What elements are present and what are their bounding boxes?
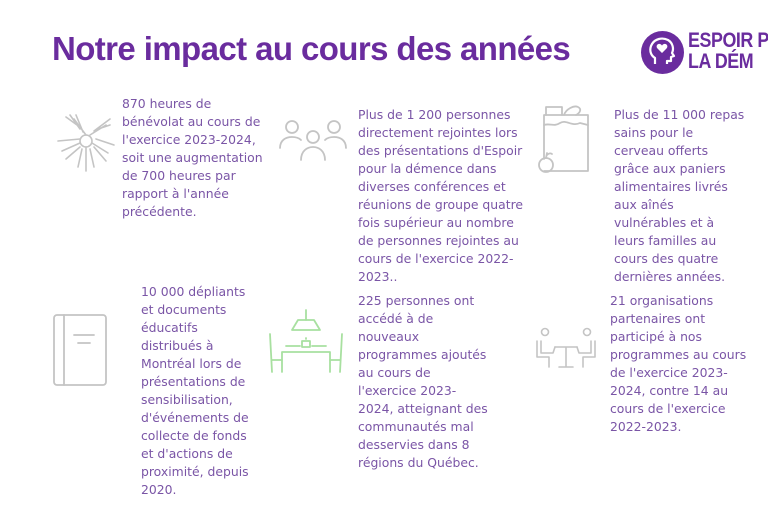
book-icon xyxy=(52,313,108,391)
stat-line: éducatifs xyxy=(141,320,198,335)
stat-line: aux aînés xyxy=(614,197,674,212)
logo-line-1: ESPOIR P xyxy=(688,29,768,52)
stat-line: 2024, atteignant des xyxy=(358,401,488,416)
stat-line: partenaires ont xyxy=(610,311,706,326)
stat-line: de l'exercice 2023- xyxy=(610,365,728,380)
stat-partners: 21 organisations partenaires ont partici… xyxy=(610,292,760,436)
stat-line: 2023.. xyxy=(358,269,398,284)
stat-line: dernières années. xyxy=(614,269,726,284)
stat-people-reached: Plus de 1 200 personnes directement rejo… xyxy=(358,106,528,286)
stat-line: Plus de 1 200 personnes xyxy=(358,107,511,122)
stat-line: fois supérieur au nombre xyxy=(358,215,514,230)
page-title: Notre impact au cours des années xyxy=(52,30,571,67)
stat-line: Montréal lors de xyxy=(141,356,242,371)
stat-line: participé à nos xyxy=(610,329,702,344)
stat-line: 2024, contre 14 au xyxy=(610,383,729,398)
stat-line: alimentaires livrés xyxy=(614,179,728,194)
stat-line: 870 heures de xyxy=(122,96,212,111)
stat-line: desservies dans 8 xyxy=(358,437,470,452)
stat-line: l'exercice 2023-2024, xyxy=(122,132,256,147)
meeting-table-icon xyxy=(535,327,597,373)
stat-line: de 700 heures par xyxy=(122,168,236,183)
stat-line: rapport à l'année xyxy=(122,186,229,201)
grocery-bag-icon xyxy=(536,103,596,179)
stat-line: vulnérables et à xyxy=(614,215,715,230)
stat-new-programs: 225 personnes ont accédé à de nouveaux p… xyxy=(358,292,523,472)
stat-line: nouveaux xyxy=(358,329,420,344)
stat-line: 2020. xyxy=(141,482,177,497)
stat-line: régions du Québec. xyxy=(358,455,479,470)
stat-line: et documents xyxy=(141,302,227,317)
stat-line: précédente. xyxy=(122,204,197,219)
stat-line: pour la démence dans xyxy=(358,161,497,176)
stat-line: accédé à de xyxy=(358,311,434,326)
stat-line: leurs familles au xyxy=(614,233,717,248)
hands-circle-icon xyxy=(50,105,122,181)
stat-line: réunions de groupe quatre xyxy=(358,197,524,212)
logo-line-2: LA DÉM xyxy=(688,50,754,73)
stat-line: au cours de xyxy=(358,365,431,380)
stat-line: 2022-2023. xyxy=(610,419,682,434)
stat-line: 21 organisations xyxy=(610,293,714,308)
stat-leaflets: 10 000 dépliants et documents éducatifs … xyxy=(141,283,271,499)
people-group-icon xyxy=(278,118,348,166)
stat-line: 10 000 dépliants xyxy=(141,284,246,299)
stat-line: d'événements de xyxy=(141,410,249,425)
stat-line: proximité, depuis xyxy=(141,464,249,479)
stat-line: cours des quatre xyxy=(614,251,719,266)
logo: ESPOIR P LA DÉM xyxy=(641,30,768,76)
stat-line: soit une augmentation xyxy=(122,150,263,165)
stat-line: l'exercice 2023- xyxy=(358,383,457,398)
stat-line: programmes au cours xyxy=(610,347,747,362)
stat-line: cerveau offerts xyxy=(614,143,709,158)
stat-line: de personnes rejointes au xyxy=(358,233,519,248)
stat-line: collecte de fonds xyxy=(141,428,247,443)
stat-line: sains pour le xyxy=(614,125,694,140)
stat-line: directement rejointes lors xyxy=(358,125,518,140)
stat-line: cours de l'exercice 2022- xyxy=(358,251,514,266)
stat-meals: Plus de 11 000 repas sains pour le cerve… xyxy=(614,106,764,286)
stat-line: bénévolat au cours de xyxy=(122,114,261,129)
stat-line: des présentations d'Espoir xyxy=(358,143,523,158)
stat-line: grâce aux paniers xyxy=(614,161,726,176)
stat-line: cours de l'exercice xyxy=(610,401,726,416)
stat-line: et d'actions de xyxy=(141,446,233,461)
stat-line: Plus de 11 000 repas xyxy=(614,107,745,122)
dining-table-icon xyxy=(266,308,346,382)
stat-line: 225 personnes ont xyxy=(358,293,475,308)
stat-line: communautés mal xyxy=(358,419,474,434)
stat-line: distribués à xyxy=(141,338,214,353)
logo-text: ESPOIR P LA DÉM xyxy=(688,30,768,72)
stat-line: programmes ajoutés xyxy=(358,347,487,362)
stat-line: diverses conférences et xyxy=(358,179,506,194)
stat-volunteer-hours: 870 heures de bénévolat au cours de l'ex… xyxy=(122,95,272,221)
stat-line: présentations de xyxy=(141,374,246,389)
head-heart-icon xyxy=(641,31,684,74)
stat-line: sensibilisation, xyxy=(141,392,233,407)
